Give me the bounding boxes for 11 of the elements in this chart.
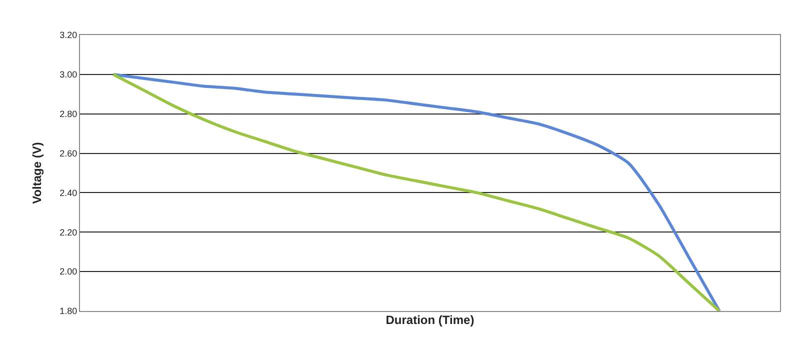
y-tick-label: 2.40 [60, 188, 78, 198]
y-tick-label: 2.80 [60, 109, 78, 120]
y-tick-label: 2.20 [60, 227, 78, 238]
y-tick-label: 3.20 [60, 30, 78, 40]
y-tick-label: 2.60 [60, 148, 78, 158]
y-tick-label: 2.00 [60, 266, 78, 277]
y-tick-label: 1.80 [60, 306, 78, 316]
x-axis-title: Duration (Time) [386, 312, 474, 327]
y-axis-title: Voltage (V) [30, 142, 44, 204]
line-series [112, 72, 721, 311]
y-tick-label: 3.00 [60, 70, 78, 80]
